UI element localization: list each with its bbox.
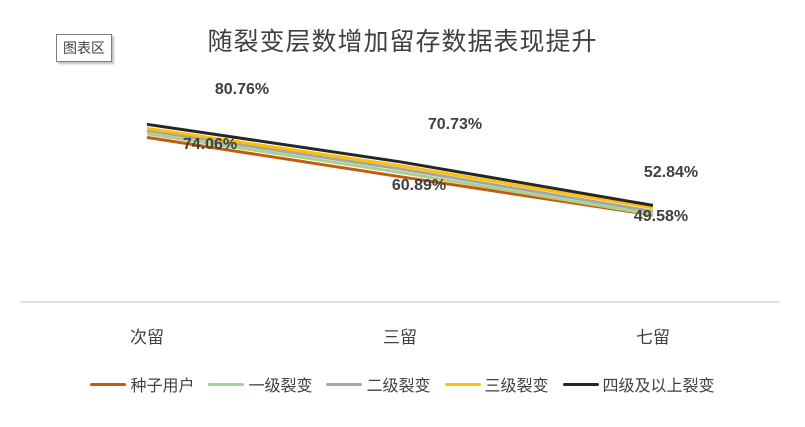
series-layer [146, 122, 654, 217]
legend-label: 一级裂变 [248, 376, 313, 395]
legend-item[interactable]: 三级裂变 [444, 372, 549, 396]
x-tick-label: 次留 [130, 328, 164, 348]
legend-swatch [444, 382, 481, 386]
legend-item[interactable]: 二级裂变 [326, 372, 431, 396]
chart-title: 随裂变层数增加留存数据表现提升 [207, 27, 598, 56]
series-line-4 [146, 126, 654, 210]
legend-label: 三级裂变 [484, 376, 549, 395]
legend-swatch [562, 382, 599, 386]
legend-label: 二级裂变 [366, 376, 431, 395]
series-line-2 [146, 132, 654, 217]
x-tick-labels: 次留 三留 七留 [130, 328, 670, 348]
series-line-5 [146, 122, 654, 207]
legend-swatch [90, 382, 127, 386]
data-label: 60.89% [392, 177, 446, 194]
x-tick-label: 七留 [636, 328, 670, 348]
data-label: 80.76% [215, 81, 269, 98]
series-line-1 [146, 135, 654, 217]
data-label: 70.73% [428, 116, 482, 133]
chart-area-tag[interactable]: 图表区 [56, 34, 112, 62]
x-tick-label: 三留 [383, 328, 417, 348]
data-label: 74.06% [183, 136, 237, 153]
data-labels: 80.76% 74.06% 70.73% 60.89% 52.84% 49.58% [183, 81, 698, 225]
legend-item[interactable]: 种子用户 [90, 372, 194, 396]
legend-swatch [326, 382, 363, 386]
legend-swatch [208, 382, 245, 386]
legend-label: 种子用户 [130, 376, 195, 395]
series-line-3 [146, 129, 654, 213]
legend: 种子用户 一级裂变 二级裂变 三级裂变 四级及以上裂变 [0, 372, 805, 396]
legend-label: 四级及以上裂变 [602, 376, 715, 395]
legend-item[interactable]: 一级裂变 [208, 372, 312, 396]
data-label: 49.58% [634, 208, 688, 225]
data-label: 52.84% [644, 164, 698, 181]
legend-item[interactable]: 四级及以上裂变 [562, 372, 715, 396]
